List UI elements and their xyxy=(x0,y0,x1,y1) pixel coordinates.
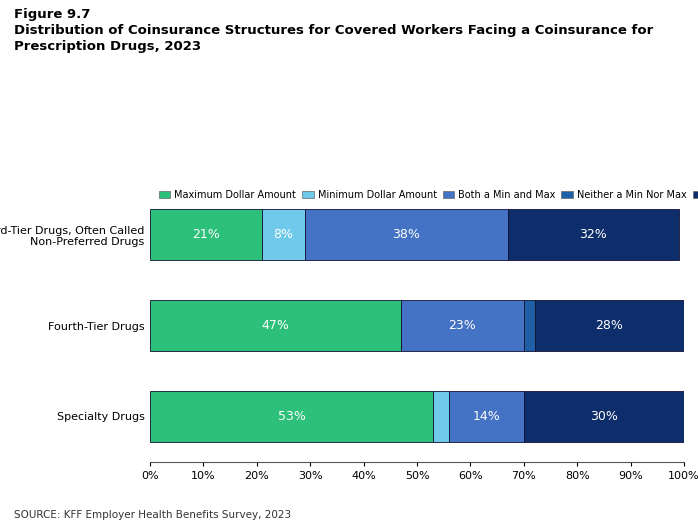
Text: 21%: 21% xyxy=(192,228,220,241)
Text: 38%: 38% xyxy=(392,228,420,241)
Text: Figure 9.7: Figure 9.7 xyxy=(14,8,90,21)
Bar xyxy=(524,300,535,351)
Bar xyxy=(305,209,508,259)
Text: SOURCE: KFF Employer Health Benefits Survey, 2023: SOURCE: KFF Employer Health Benefits Sur… xyxy=(14,510,291,520)
Bar xyxy=(262,209,305,259)
Bar xyxy=(433,392,449,442)
Bar xyxy=(535,300,684,351)
Text: 53%: 53% xyxy=(278,410,306,423)
Bar xyxy=(449,392,524,442)
Text: 47%: 47% xyxy=(262,319,290,332)
Text: 32%: 32% xyxy=(579,228,607,241)
Bar xyxy=(508,209,678,259)
Bar xyxy=(150,392,433,442)
Text: Distribution of Coinsurance Structures for Covered Workers Facing a Coinsurance : Distribution of Coinsurance Structures f… xyxy=(14,24,653,53)
Bar xyxy=(401,300,524,351)
Bar xyxy=(524,392,684,442)
Text: 8%: 8% xyxy=(274,228,294,241)
Text: 23%: 23% xyxy=(449,319,476,332)
Text: 28%: 28% xyxy=(595,319,623,332)
Legend: Maximum Dollar Amount, Minimum Dollar Amount, Both a Min and Max, Neither a Min : Maximum Dollar Amount, Minimum Dollar Am… xyxy=(155,186,698,204)
Text: 14%: 14% xyxy=(473,410,500,423)
Text: 30%: 30% xyxy=(590,410,618,423)
Bar xyxy=(150,300,401,351)
Bar xyxy=(150,209,262,259)
